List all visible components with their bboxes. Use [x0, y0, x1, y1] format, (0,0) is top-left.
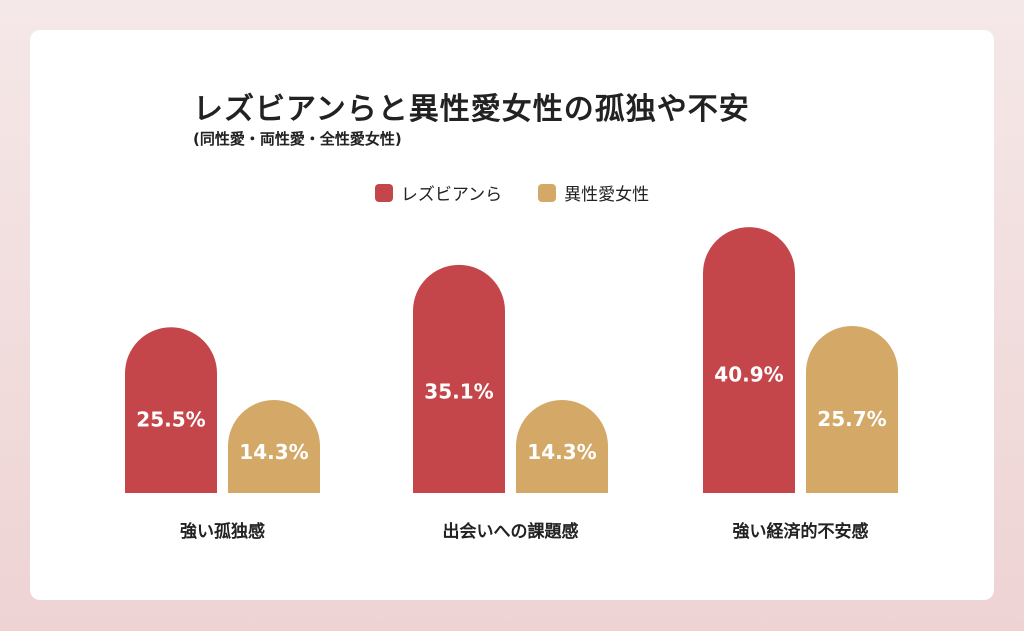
legend-swatch	[538, 183, 557, 202]
data-label: 25.5%	[136, 407, 205, 431]
bar	[228, 400, 320, 493]
category-label: 出会いへの課題感	[443, 521, 579, 542]
legend-label: 異性愛女性	[564, 185, 650, 205]
bar	[806, 325, 899, 493]
data-label: 35.1%	[424, 379, 493, 403]
data-label: 14.3%	[239, 440, 308, 464]
category-label: 強い孤独感	[180, 521, 265, 542]
category-label: 強い経済的不安感	[733, 521, 869, 542]
chart-subtitle: (同性愛・両性愛・全性愛女性)	[193, 130, 402, 148]
chart-card	[30, 30, 994, 600]
data-label: 14.3%	[527, 440, 596, 464]
bar	[125, 327, 217, 493]
legend-swatch	[374, 183, 393, 202]
bar	[516, 400, 608, 493]
legend-item-lesbian: レズビアンら	[374, 180, 503, 205]
data-label: 40.9%	[714, 362, 783, 386]
bar	[413, 264, 505, 493]
chart-title: レズビアンらと異性愛女性の孤独や不安	[193, 92, 750, 127]
bar	[703, 227, 796, 493]
legend-item-hetero: 異性愛女性	[538, 180, 649, 205]
data-label: 25.7%	[817, 407, 886, 431]
legend: レズビアンら 異性愛女性	[0, 180, 1024, 205]
legend-label: レズビアンら	[400, 185, 503, 205]
